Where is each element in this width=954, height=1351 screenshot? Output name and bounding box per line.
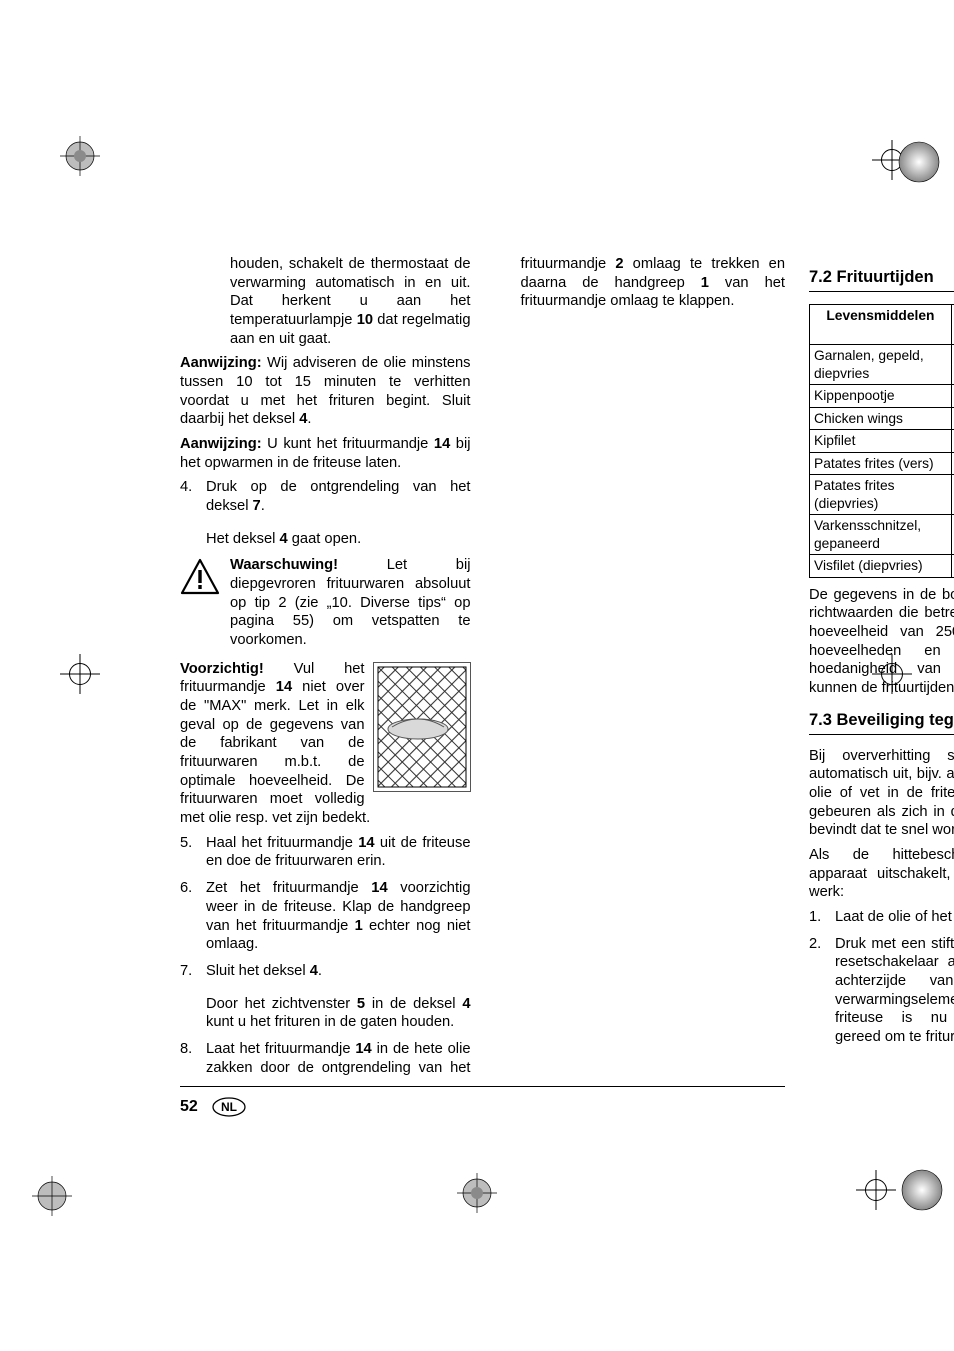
section-7-2-title: 7.2 Frituurtijden [809,267,954,288]
step-4-sub: Het deksel 4 gaat open. [180,524,471,549]
crosshair-icon [856,1170,896,1210]
hint-1: Aanwijzing: Wij adviseren de olie minste… [180,354,471,429]
table-row: Visfilet (diepvries)190 °C8-15 [810,555,954,578]
print-target-icon [897,140,941,184]
fry-basket-illustration [373,662,471,792]
step-6: 6. Zet het frituurmandje 14 voorzichtig … [180,879,471,954]
print-target-icon [455,1171,503,1219]
table-row: Kipfilet150 °C8-18 [810,430,954,453]
warning-block: Waarschuwing! Let bij diepgevroren fritu… [180,556,471,649]
print-target-icon [58,134,102,178]
frying-times-table: Levensmiddelen Temp. (ca.) Tijd (min.) G… [809,304,954,578]
step-7-sub: Door het zichtvenster 5 in de deksel 4 k… [180,989,471,1032]
section-divider [809,734,954,735]
print-target-icon [900,1168,944,1212]
hint-2: Aanwijzing: U kunt het frituurmandje 14 … [180,435,471,472]
page-footer: 52 NL [180,1086,785,1117]
table-row: Patates frites (diepvries)volgens de geg… [810,475,954,515]
table-footnote: De gegevens in de bovenstaande tabel zij… [809,586,954,698]
step-1: 1. Laat de olie of het vet afkoelen. [809,908,954,927]
step-4: 4. Druk op de ontgrendeling van het deks… [180,478,471,515]
table-row: Kippenpootje150 °C15-25 [810,385,954,408]
crosshair-icon [60,654,100,694]
continuation-paragraph: houden, schakelt de thermostaat de verwa… [180,255,471,348]
language-badge: NL [212,1097,246,1117]
table-header: Levensmiddelen [810,304,952,344]
svg-text:NL: NL [221,1100,237,1114]
step-5: 5. Haal het frituurmandje 14 uit de frit… [180,834,471,871]
section-divider [809,291,954,292]
table-row: Chicken wings150 °C8-18 [810,407,954,430]
paragraph: Bij oververhitting schakelt de friteuse … [809,747,954,840]
table-row: Garnalen, gepeld, diepvries130 °C5-8 [810,344,954,384]
table-row: Patates frites (vers)170 °C10-15 [810,452,954,475]
step-7: 7. Sluit het deksel 4. [180,962,471,981]
warning-icon [180,556,220,649]
page-number: 52 [180,1098,198,1115]
table-row: Varkensschnitzel, gepaneerd150 °C15-25 [810,515,954,555]
print-target-icon [30,1174,74,1218]
section-7-3-title: 7.3 Beveiliging tegen oververhitting [809,710,954,731]
step-2: 2. RESET Druk met een stift op de resets… [809,935,954,1047]
voorzichtig-block: Voorzichtig! Vul het frituurmandje 14 ni… [180,660,471,834]
page-content: houden, schakelt de thermostaat de verwa… [180,255,785,1085]
paragraph: Als de hittebeschermschakelaar het appar… [809,846,954,902]
